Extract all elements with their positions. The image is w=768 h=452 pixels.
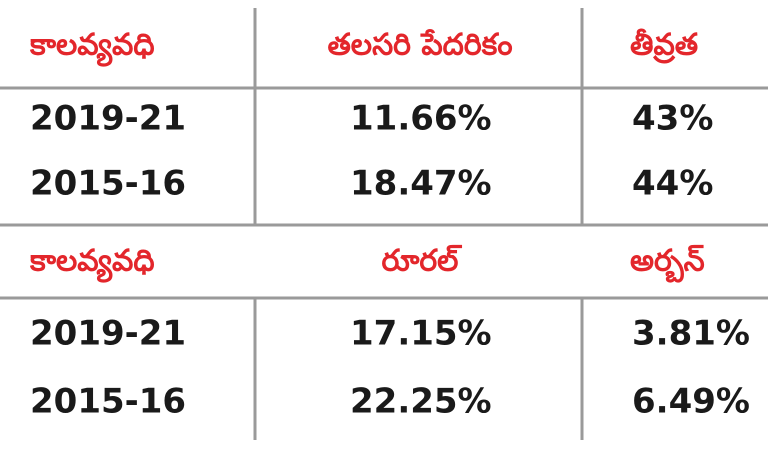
data-cell: 2015-16 — [30, 164, 186, 204]
data-cell: 6.49% — [632, 382, 750, 422]
data-cell: 17.15% — [350, 314, 492, 354]
cells: కాలవ్యవధి తలసరి పేదరికం తీవ్రత 2019-21 11.66… — [29, 28, 750, 422]
data-cell: 11.66% — [350, 99, 492, 139]
data-cell: 44% — [632, 164, 713, 204]
data-cell: 18.47% — [350, 164, 492, 204]
header-cell: తలసరి పేదరికం — [327, 28, 512, 63]
header-cell: కాలవ్యవధి — [29, 244, 155, 284]
data-cell: 22.25% — [350, 382, 492, 422]
header-cell: అర్బన్ — [630, 244, 705, 284]
header-cell: కాలవ్యవధి — [29, 28, 155, 68]
data-cell: 3.81% — [632, 314, 750, 354]
data-cell: 2015-16 — [30, 382, 186, 422]
data-cell: 2019-21 — [30, 314, 186, 354]
data-cell: 2019-21 — [30, 99, 186, 139]
header-cell: తీవ్రత — [630, 28, 698, 64]
data-cell: 43% — [632, 99, 713, 139]
header-cell: రూరల్ — [382, 244, 463, 279]
